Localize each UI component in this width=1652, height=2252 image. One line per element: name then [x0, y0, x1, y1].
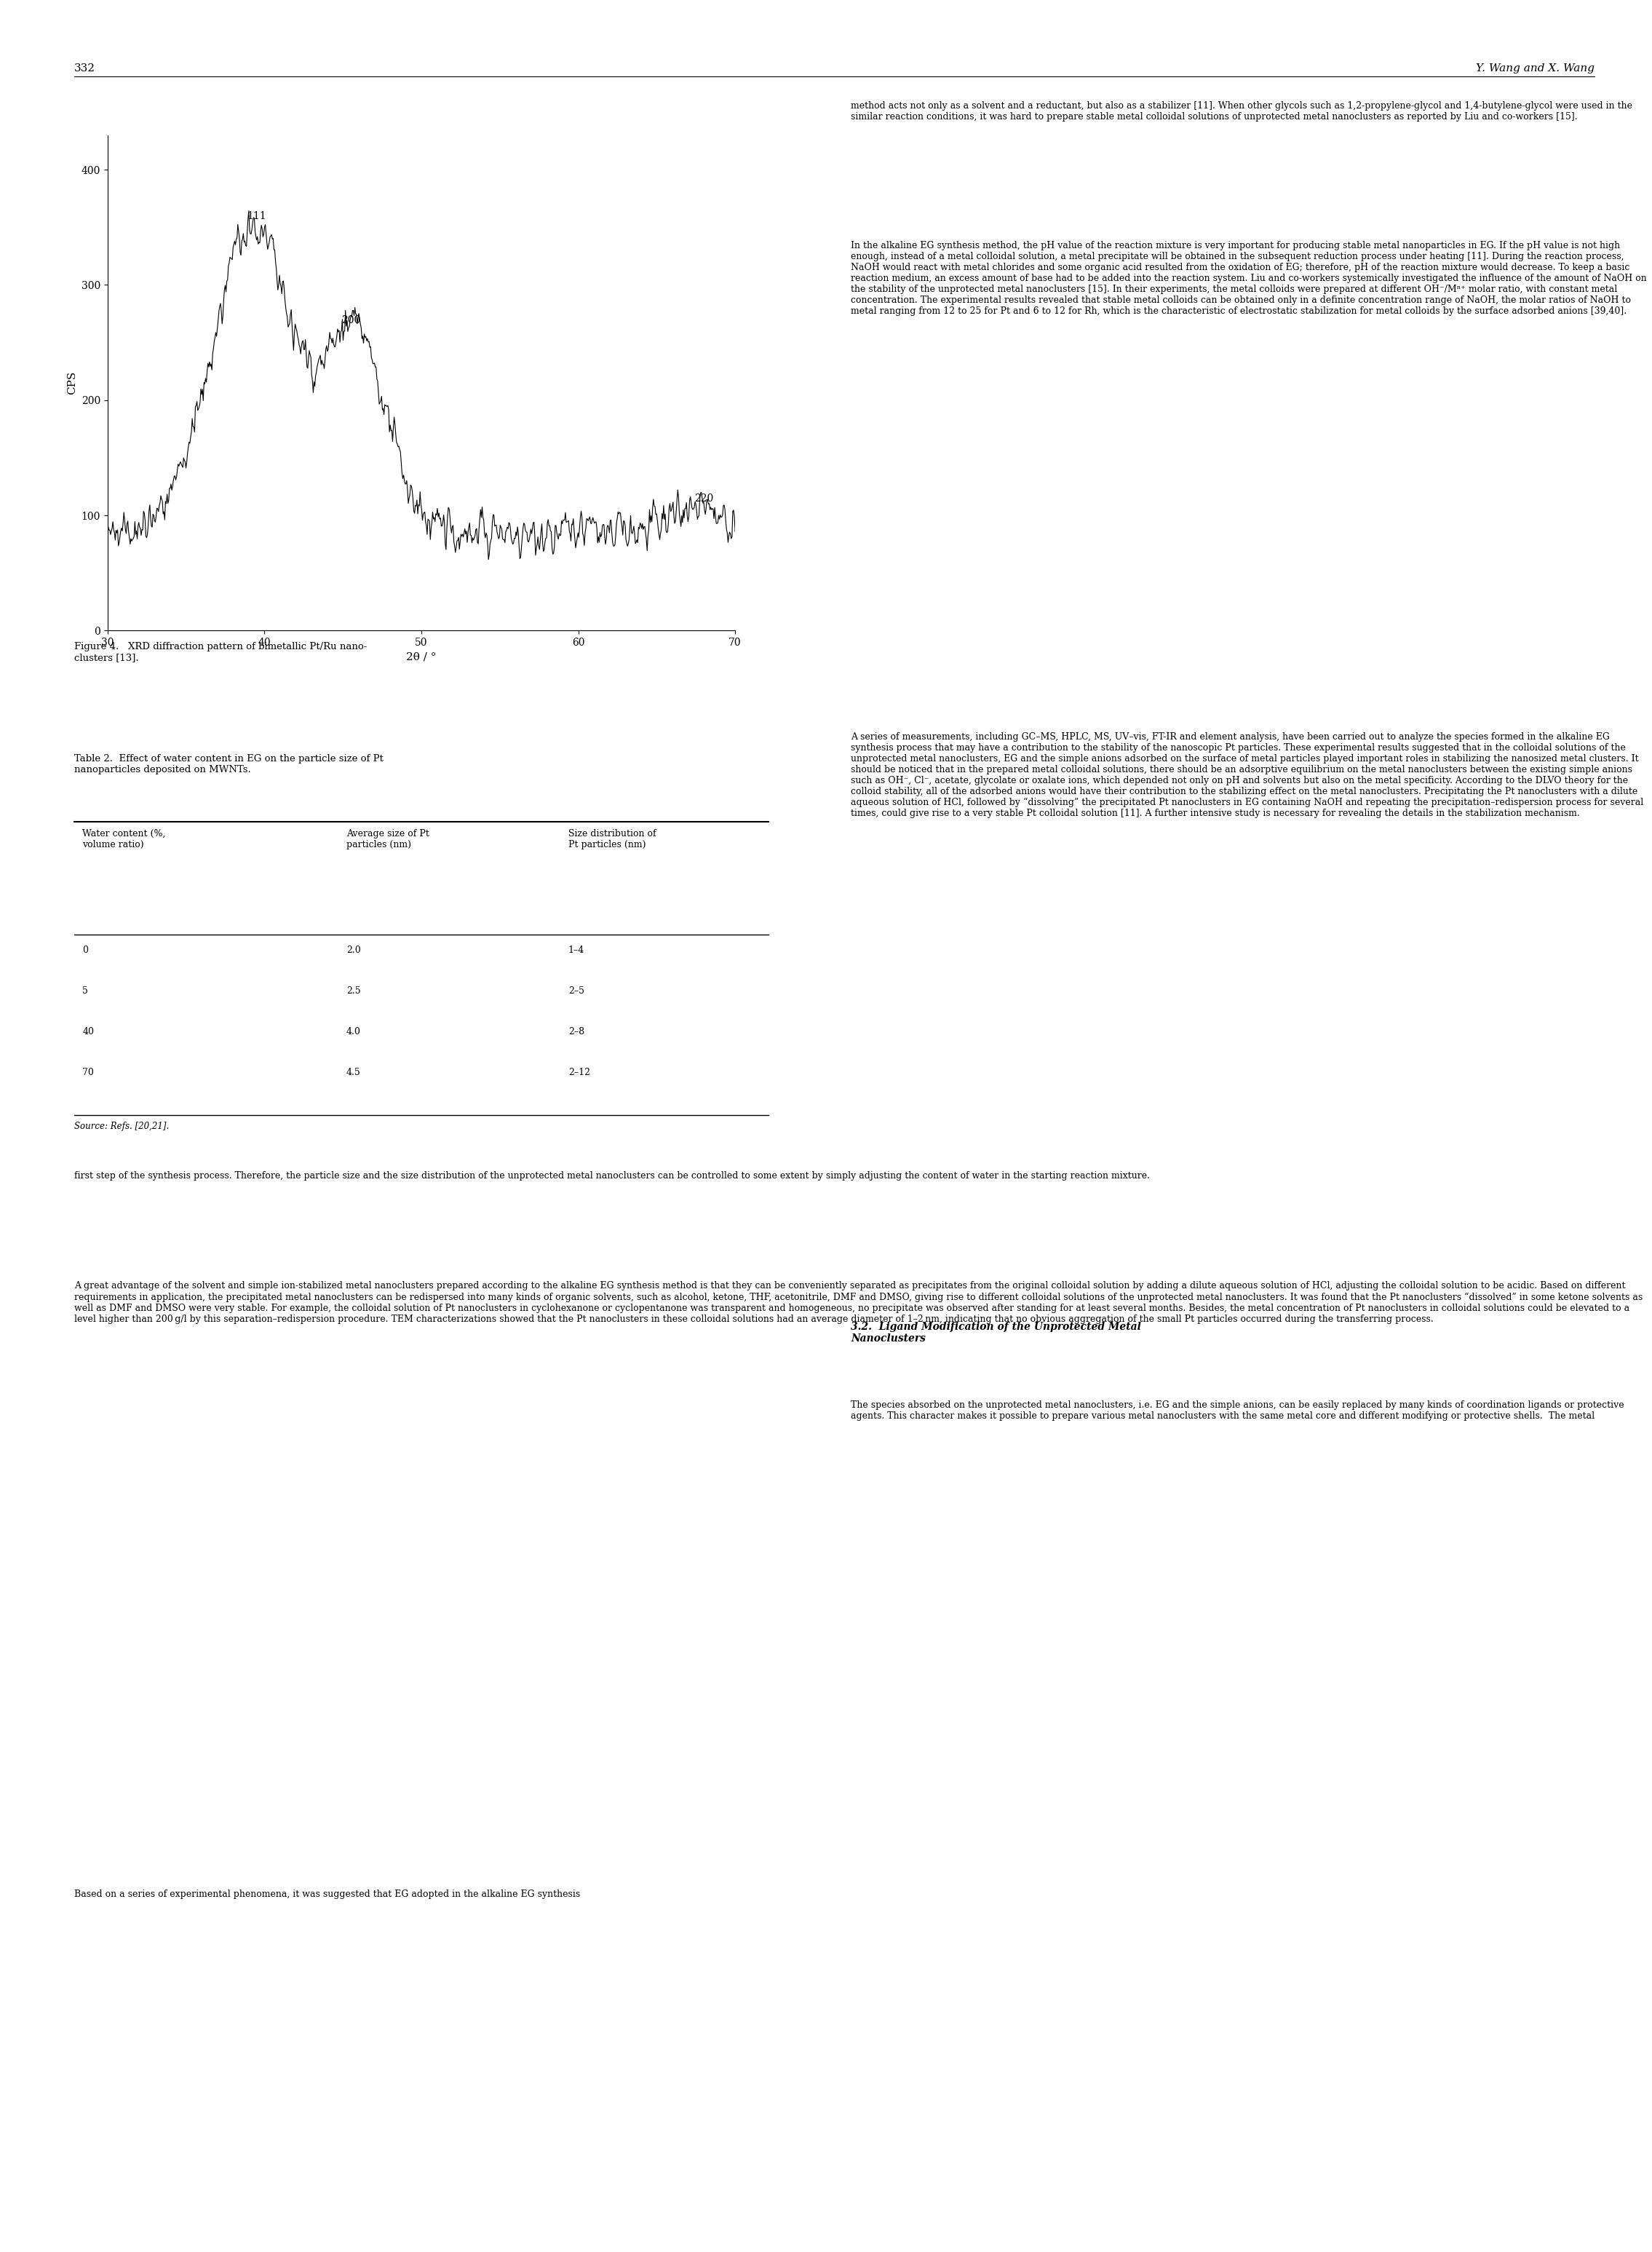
Text: Table 2.  Effect of water content in EG on the particle size of Pt
nanoparticles: Table 2. Effect of water content in EG o…: [74, 754, 383, 775]
Text: first step of the synthesis process. Therefore, the particle size and the size d: first step of the synthesis process. The…: [74, 1171, 1150, 1180]
Text: 200: 200: [340, 315, 360, 324]
Text: 3.2.  Ligand Modification of the Unprotected Metal
Nanoclusters: 3.2. Ligand Modification of the Unprotec…: [851, 1322, 1142, 1344]
Text: 2–5: 2–5: [568, 986, 585, 995]
Text: 220: 220: [694, 493, 714, 504]
Text: Average size of Pt
particles (nm): Average size of Pt particles (nm): [347, 829, 430, 849]
Text: A great advantage of the solvent and simple ion-stabilized metal nanoclusters pr: A great advantage of the solvent and sim…: [74, 1281, 1642, 1324]
Text: The species absorbed on the unprotected metal nanoclusters, i.e. EG and the simp: The species absorbed on the unprotected …: [851, 1401, 1624, 1421]
Text: Water content (%,
volume ratio): Water content (%, volume ratio): [83, 829, 165, 849]
Text: Figure 4.   XRD diffraction pattern of bimetallic Pt/Ru nano-
clusters [13].: Figure 4. XRD diffraction pattern of bim…: [74, 642, 367, 662]
Text: 332: 332: [74, 63, 96, 74]
Text: 5: 5: [83, 986, 88, 995]
Text: 0: 0: [83, 946, 89, 955]
Text: 40: 40: [83, 1027, 94, 1036]
Text: 2.5: 2.5: [347, 986, 360, 995]
Text: 4.5: 4.5: [347, 1067, 360, 1076]
Text: 70: 70: [83, 1067, 94, 1076]
Text: A series of measurements, including GC–MS, HPLC, MS, UV–vis, FT-IR and element a: A series of measurements, including GC–M…: [851, 732, 1644, 817]
Text: Y. Wang and X. Wang: Y. Wang and X. Wang: [1475, 63, 1594, 74]
Text: Size distribution of
Pt particles (nm): Size distribution of Pt particles (nm): [568, 829, 656, 849]
Text: In the alkaline EG synthesis method, the pH value of the reaction mixture is ver: In the alkaline EG synthesis method, the…: [851, 241, 1647, 315]
Text: Based on a series of experimental phenomena, it was suggested that EG adopted in: Based on a series of experimental phenom…: [74, 1889, 580, 1898]
Text: 2–8: 2–8: [568, 1027, 585, 1036]
Text: Source: Refs. [20,21].: Source: Refs. [20,21].: [74, 1121, 169, 1131]
Text: method acts not only as a solvent and a reductant, but also as a stabilizer [11]: method acts not only as a solvent and a …: [851, 101, 1632, 122]
Text: 1–4: 1–4: [568, 946, 585, 955]
X-axis label: 2θ / °: 2θ / °: [406, 651, 436, 662]
Text: 111: 111: [246, 212, 266, 221]
Text: 2–12: 2–12: [568, 1067, 590, 1076]
Text: 2.0: 2.0: [347, 946, 360, 955]
Text: 4.0: 4.0: [347, 1027, 360, 1036]
Y-axis label: CPS: CPS: [66, 372, 78, 394]
